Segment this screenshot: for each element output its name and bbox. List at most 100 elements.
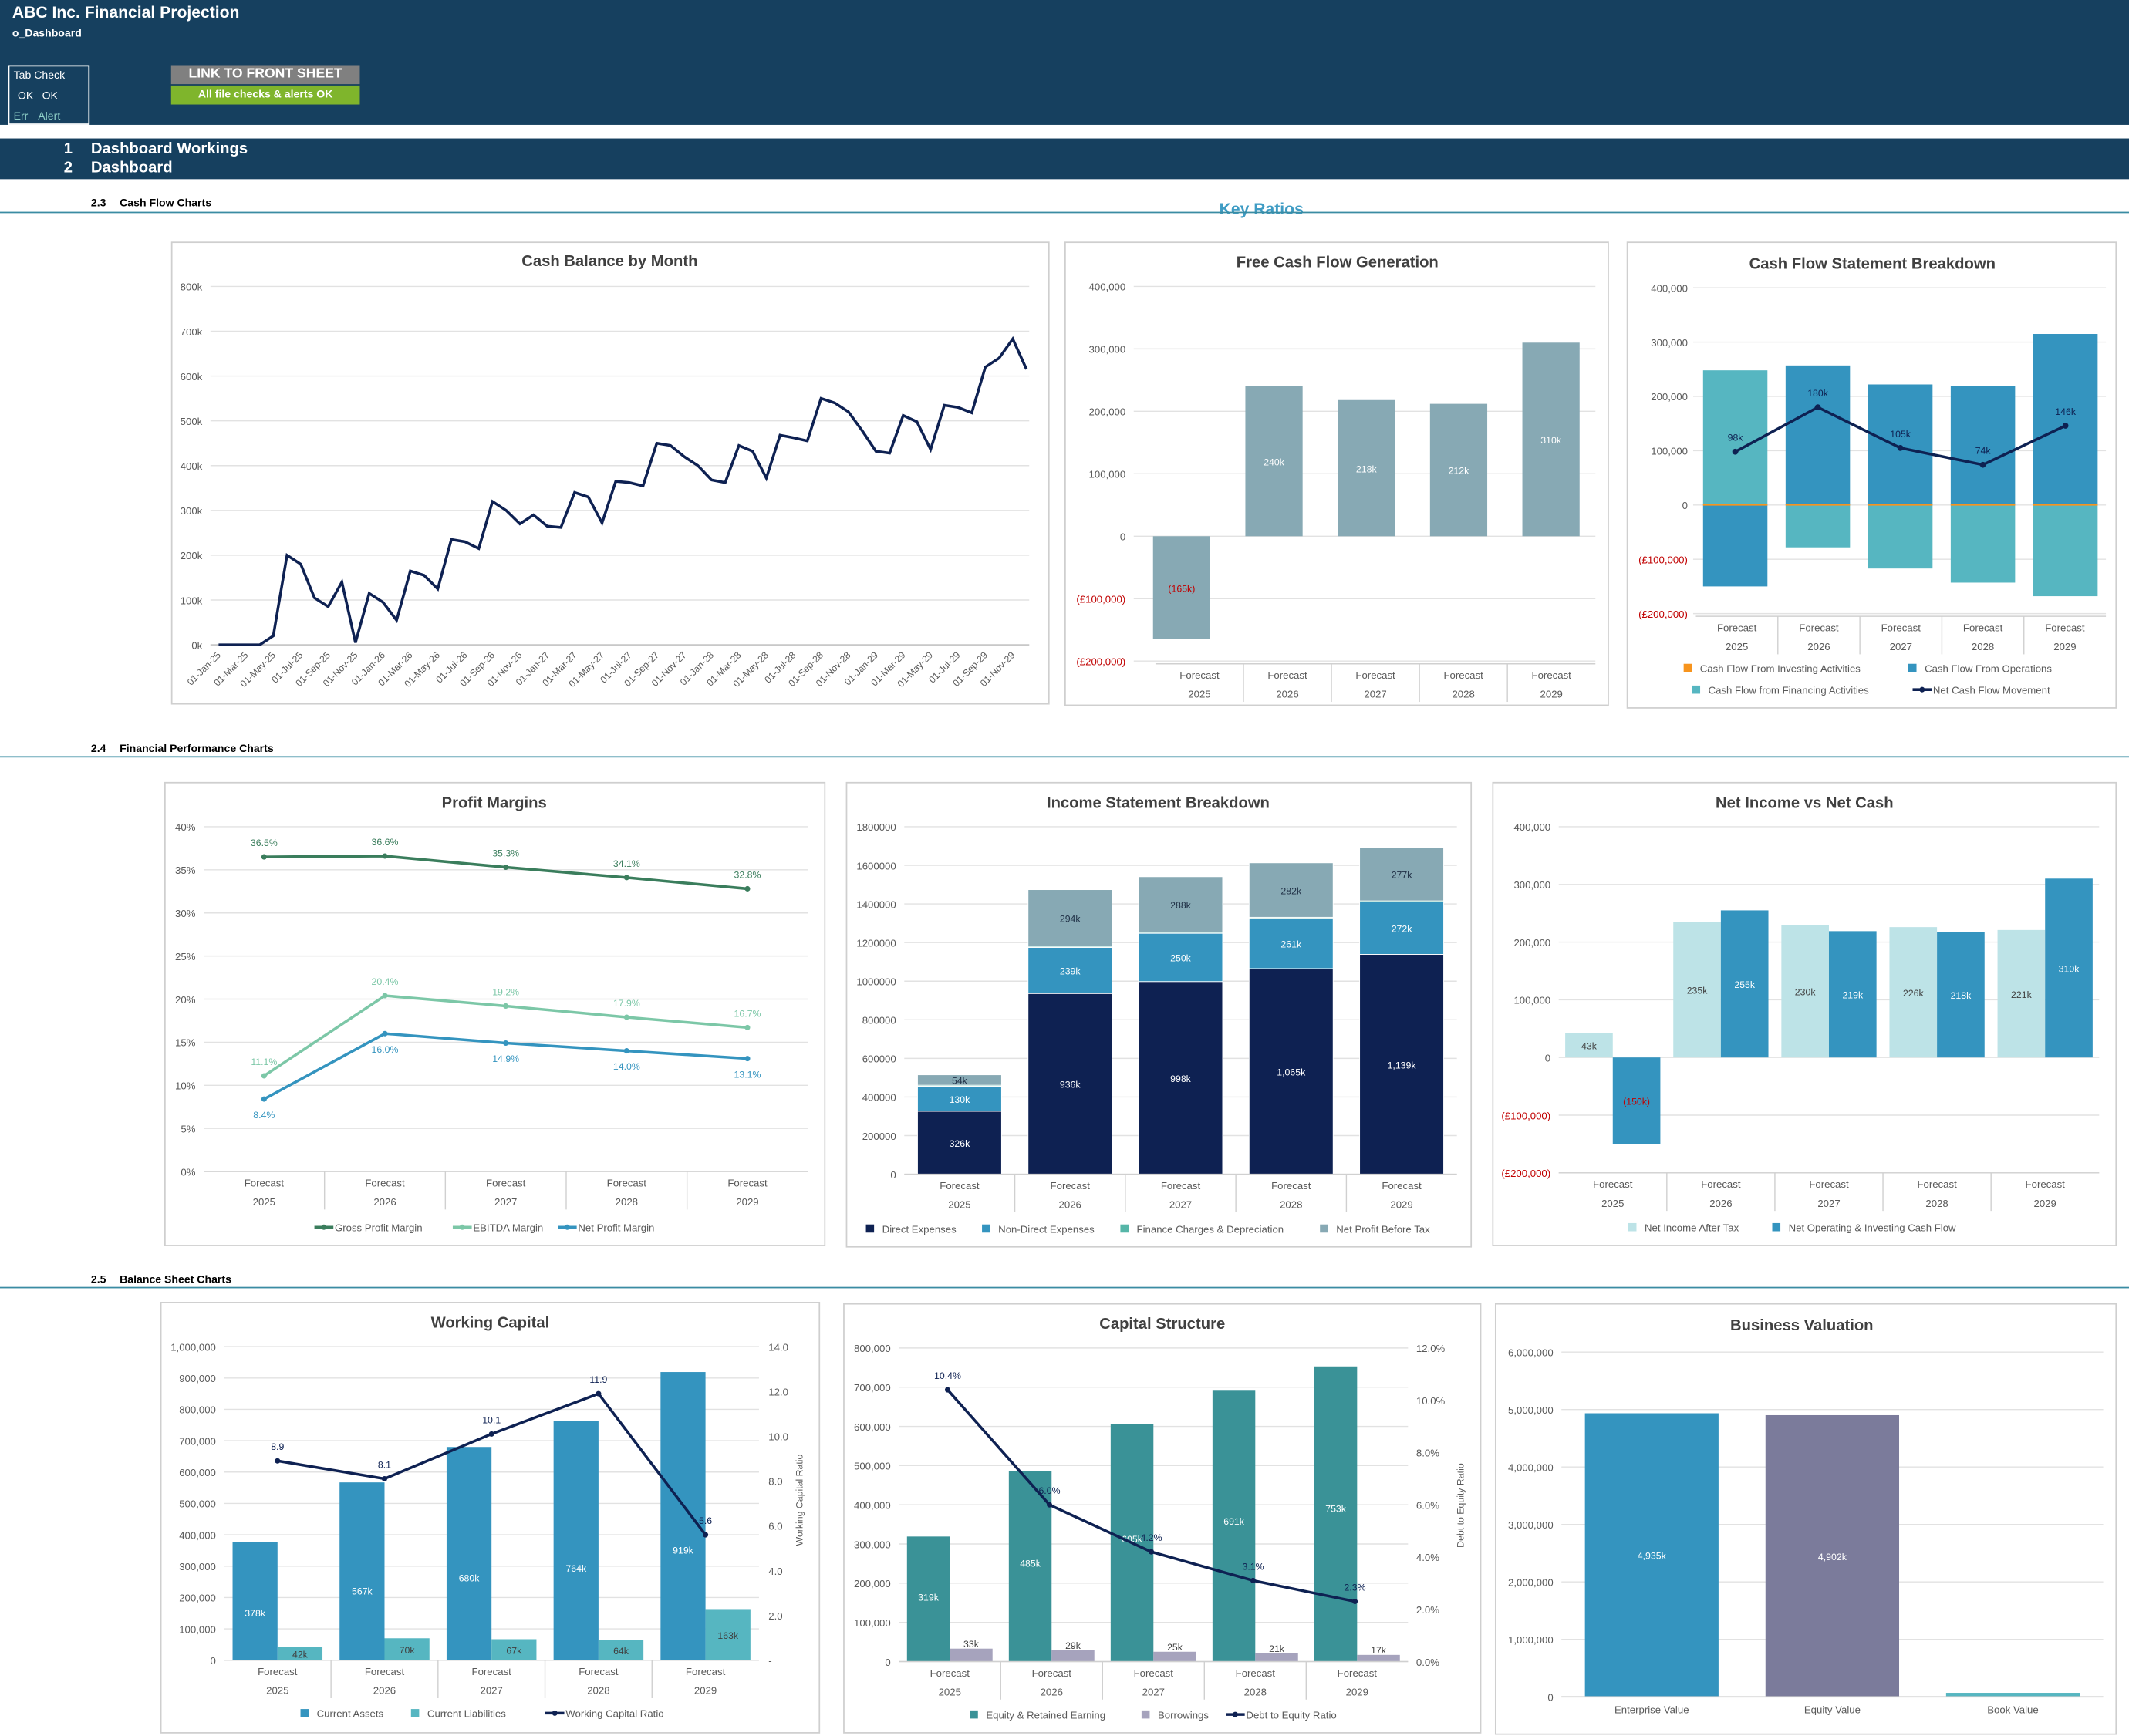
y-tick-label: 0 <box>1545 1052 1550 1064</box>
data-label: 277k <box>1392 870 1413 881</box>
tab-check-title: Tab Check <box>13 69 66 82</box>
legend-swatch <box>1683 663 1692 672</box>
chart-title: Profit Margins <box>442 794 547 811</box>
data-point <box>503 1003 509 1009</box>
bar-net-profit-before-tax <box>917 1074 1002 1086</box>
data-label: 98k <box>1728 433 1744 443</box>
bar-net-profit-before-tax <box>1138 876 1223 933</box>
header-bar: ABC Inc. Financial Projection o_Dashboar… <box>0 0 2129 125</box>
y-tick-label: 500,000 <box>854 1461 891 1472</box>
link-to-front-sheet-button[interactable]: LINK TO FRONT SHEET <box>170 65 360 85</box>
x-tick-label: 2025 <box>253 1196 275 1208</box>
chart-profit-margins[interactable]: Profit Margins 40% 35% 30% 25% 20% 15% 10% 5% 0% 3… <box>164 781 826 1246</box>
chart-business-valuation[interactable]: Business Valuation 6,000,000 5,000,000 4,00… <box>1494 1303 2117 1735</box>
data-label: 230k <box>1795 986 1817 997</box>
data-point <box>703 1532 709 1538</box>
bar-current-liabilities <box>491 1639 537 1660</box>
y-tick-label: 1,000,000 <box>170 1341 216 1353</box>
data-label: 1,065k <box>1277 1067 1306 1078</box>
bar-current-assets <box>446 1447 492 1660</box>
x-tick-label: 2029 <box>1540 689 1563 700</box>
data-label: 282k <box>1280 885 1302 896</box>
data-label: 235k <box>1687 986 1709 996</box>
legend-swatch <box>1908 663 1917 672</box>
data-label: 1,139k <box>1388 1060 1417 1070</box>
point-net-cash-flow <box>2062 423 2069 429</box>
data-label: 163k <box>717 1630 739 1641</box>
legend-label: Cash Flow From Investing Activities <box>1700 662 1861 674</box>
legend-label: Cash Flow from Financing Activities <box>1709 684 1870 696</box>
bar-free-cash-flow <box>1152 536 1210 639</box>
data-label: 130k <box>950 1094 971 1105</box>
y-tick-label: 25% <box>175 951 196 962</box>
x-tick-label: 2029 <box>694 1685 717 1697</box>
bar-current-assets <box>339 1482 385 1660</box>
subsection-header: 2.4 Financial Performance Charts <box>91 743 287 755</box>
y-tick-label: 1,000,000 <box>1508 1634 1554 1646</box>
y-tick-label: 14.0 <box>768 1341 788 1353</box>
bar-borrowings <box>1153 1651 1196 1662</box>
chart-title: Cash Balance by Month <box>521 253 697 270</box>
chart-working-capital[interactable]: Working Capital 1,000,000 900,000 800,000 70… <box>160 1302 821 1734</box>
x-tick-label: 2026 <box>1059 1199 1081 1211</box>
x-tick-label: 2026 <box>1276 689 1298 700</box>
data-label: 43k <box>1581 1040 1598 1051</box>
x-tick-label: 2027 <box>1817 1198 1840 1209</box>
data-label: 35.3% <box>492 848 519 858</box>
x-tick-label: Enterprise Value <box>1614 1704 1689 1715</box>
data-point <box>261 1073 267 1079</box>
chart-cash-balance[interactable]: Cash Balance by Month 800k 700k 600k 500k 400… <box>170 241 1050 705</box>
y-tick-label: 600,000 <box>854 1421 891 1433</box>
x-forecast-label: Forecast <box>1271 1180 1311 1192</box>
y-tick-label: (£100,000) <box>1638 554 1688 565</box>
bar-net-income-after-tax <box>1673 922 1721 1058</box>
data-label: 310k <box>2059 964 2080 975</box>
data-point <box>261 1096 267 1102</box>
data-point <box>1148 1549 1155 1555</box>
y-tick-label: 1200000 <box>856 937 896 949</box>
legend-swatch <box>982 1224 990 1233</box>
data-point <box>382 853 388 859</box>
section-link-dashboard-workings[interactable]: Dashboard Workings <box>90 141 248 158</box>
data-point <box>488 1431 494 1437</box>
x-tick-label: 2028 <box>1972 641 1994 652</box>
chart-free-cash-flow[interactable]: Free Cash Flow Generation 400,000 300,000 2… <box>1064 241 1609 706</box>
x-forecast-label: Forecast <box>486 1177 526 1188</box>
x-forecast-label: Forecast <box>365 1666 405 1677</box>
y-tick-label: (£200,000) <box>1501 1168 1550 1179</box>
section-link-dashboard[interactable]: Dashboard <box>90 160 173 177</box>
y-tick-label: 200,000 <box>1089 406 1126 418</box>
legend-label: Debt to Equity Ratio <box>1246 1709 1336 1721</box>
y-tick-label: 600,000 <box>179 1467 216 1478</box>
data-label: 13.1% <box>734 1069 761 1080</box>
data-label: 25k <box>1167 1642 1183 1653</box>
y-tick-label: 35% <box>175 865 196 876</box>
status-badge: All file checks & alerts OK <box>170 85 360 105</box>
chart-net-income-vs-cash[interactable]: Net Income vs Net Cash 400,000 300,000 200,… <box>1492 781 2117 1246</box>
chart-capital-structure[interactable]: Capital Structure 800,000 700,000 600,000 50… <box>843 1303 1482 1734</box>
chart-income-statement[interactable]: Income Statement Breakdown 1800000 1600000… <box>845 781 1473 1248</box>
data-point <box>382 1030 388 1037</box>
subsection-label: Financial Performance Charts <box>120 742 274 755</box>
sheet-name: o_Dashboard <box>12 27 82 40</box>
bar-current-liabilities <box>277 1647 323 1660</box>
y-tick-label: 0 <box>1120 531 1125 543</box>
chart-cash-flow-breakdown[interactable]: Cash Flow Statement Breakdown 400,000 300,… <box>1626 241 2117 709</box>
y-tick-label: 300,000 <box>1651 337 1688 349</box>
x-tick-label: Book Value <box>1987 1704 2038 1715</box>
bar-current-liabilities <box>705 1609 751 1660</box>
divider <box>0 756 2129 758</box>
data-point <box>381 1475 388 1481</box>
y-tick-label: 12.0 <box>768 1386 788 1397</box>
data-label: 36.6% <box>372 837 399 848</box>
y-tick-label: 8.0% <box>1416 1448 1439 1459</box>
section-number: 2 <box>63 160 73 177</box>
bar-cash-from-operations <box>1950 386 2016 505</box>
data-label: 105k <box>1890 429 1911 440</box>
bar-net-operating-cash-flow <box>2045 878 2093 1058</box>
x-forecast-label: Forecast <box>1717 622 1757 633</box>
bar-equity-retained-earning <box>1212 1390 1256 1662</box>
point-net-cash-flow <box>1897 444 1904 451</box>
data-label: 239k <box>1060 966 1081 977</box>
legend-swatch <box>865 1224 875 1233</box>
